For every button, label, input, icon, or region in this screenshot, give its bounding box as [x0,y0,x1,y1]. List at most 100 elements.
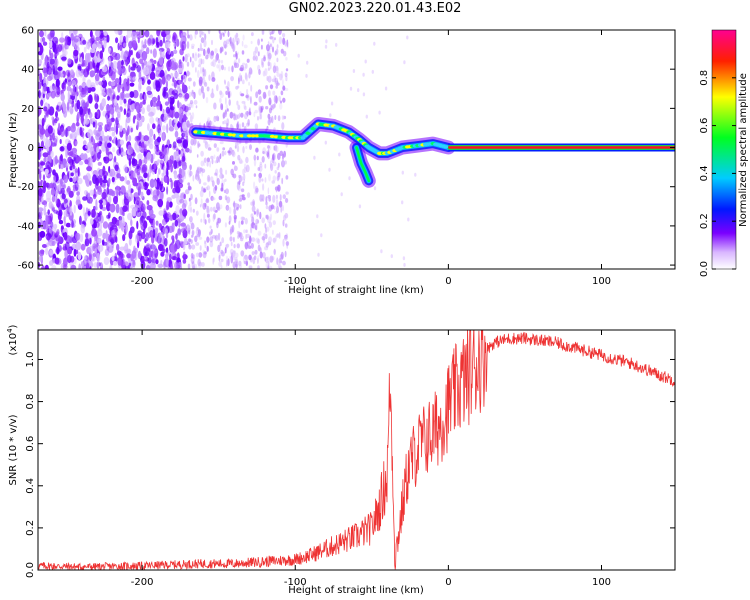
noise-blob [67,90,70,101]
noise-blob [218,64,221,72]
noise-blob [88,252,92,262]
noise-blob [230,76,235,82]
signal-hotspot [313,124,319,128]
noise-blob [208,74,211,81]
noise-blob [70,172,74,177]
noise-blob [98,211,102,222]
noise-blob [38,187,43,197]
noise-blob [233,250,236,254]
noise-blob [196,233,201,238]
noise-blob [216,221,219,225]
noise-blob [129,71,133,79]
noise-blob [207,117,211,122]
noise-blob [141,40,144,46]
noise-blob [183,193,186,200]
noise-blob [216,84,219,92]
signal-hotspot [227,133,233,137]
noise-blob [112,146,116,153]
noise-blob [267,187,270,195]
noise-blob [47,108,51,115]
noise-blob [236,145,240,153]
noise-blob [281,122,285,130]
noise-blob [154,180,158,188]
noise-blob [57,242,60,247]
noise-blob [201,59,205,65]
noise-blob [46,139,52,147]
noise-blob [225,169,228,175]
noise-blob [266,76,269,81]
noise-blob [210,206,213,212]
noise-blob [147,172,150,182]
noise-blob [223,120,227,125]
noise-blob [229,228,232,236]
noise-blob [103,31,108,36]
noise-blob [280,206,283,213]
noise-blob [102,76,106,82]
noise-blob [253,154,257,161]
noise-blob [241,100,246,104]
snr-line [38,330,675,570]
noise-blob [137,146,142,151]
noise-blob [238,77,240,85]
noise-blob [117,256,123,266]
noise-blob [281,115,285,120]
noise-blob [189,34,193,41]
noise-blob [137,153,143,161]
top-y-axis-label: Frequency (Hz) [8,112,19,188]
noise-blob [55,78,60,88]
noise-blob [112,60,118,70]
noise-blob [119,125,123,132]
noise-blob [95,199,98,208]
noise-blob [240,75,243,82]
noise-blob [40,161,46,166]
noise-blob [259,251,263,259]
noise-blob [275,85,279,89]
noise-blob [95,36,100,41]
noise-blob [282,33,286,38]
noise-blob [236,85,240,89]
noise-blob [111,131,116,137]
noise-blob [238,198,243,202]
noise-blob [136,200,140,206]
noise-blob [75,121,80,127]
noise-blob [139,58,144,64]
y-tick-label: 0 [28,143,34,154]
signal-hotspot [273,135,279,139]
noise-blob [286,241,289,249]
noise-blob [194,30,198,35]
noise-blob [167,76,170,82]
noise-blob [38,59,43,65]
noise-blob [175,233,178,241]
noise-blob [238,231,241,238]
noise-blob [213,154,216,160]
noise-blob [112,260,118,266]
noise-blob [61,193,66,200]
noise-blob [171,194,176,199]
noise-blob [120,185,126,195]
noise-blob [143,66,150,76]
noise-blob [91,208,96,218]
noise-blob [176,262,182,269]
noise-blob [108,88,114,94]
noise-blob [42,180,47,189]
noise-blob [43,114,47,123]
noise-blob [113,97,118,106]
noise-blob [176,38,180,47]
noise-blob [380,249,383,254]
noise-blob [172,77,175,83]
noise-blob [265,205,269,210]
noise-blob [154,138,160,147]
spectrogram-frame [37,29,676,270]
noise-blob [243,163,247,170]
noise-blob [88,245,94,255]
noise-blob [63,231,68,241]
noise-blob [227,66,231,72]
noise-blob [209,236,214,243]
noise-blob [61,56,67,61]
noise-blob [297,53,300,58]
noise-blob [239,72,242,80]
noise-blob [74,180,79,191]
noise-blob [80,243,86,251]
noise-blob [167,96,171,104]
noise-blob [108,177,111,185]
